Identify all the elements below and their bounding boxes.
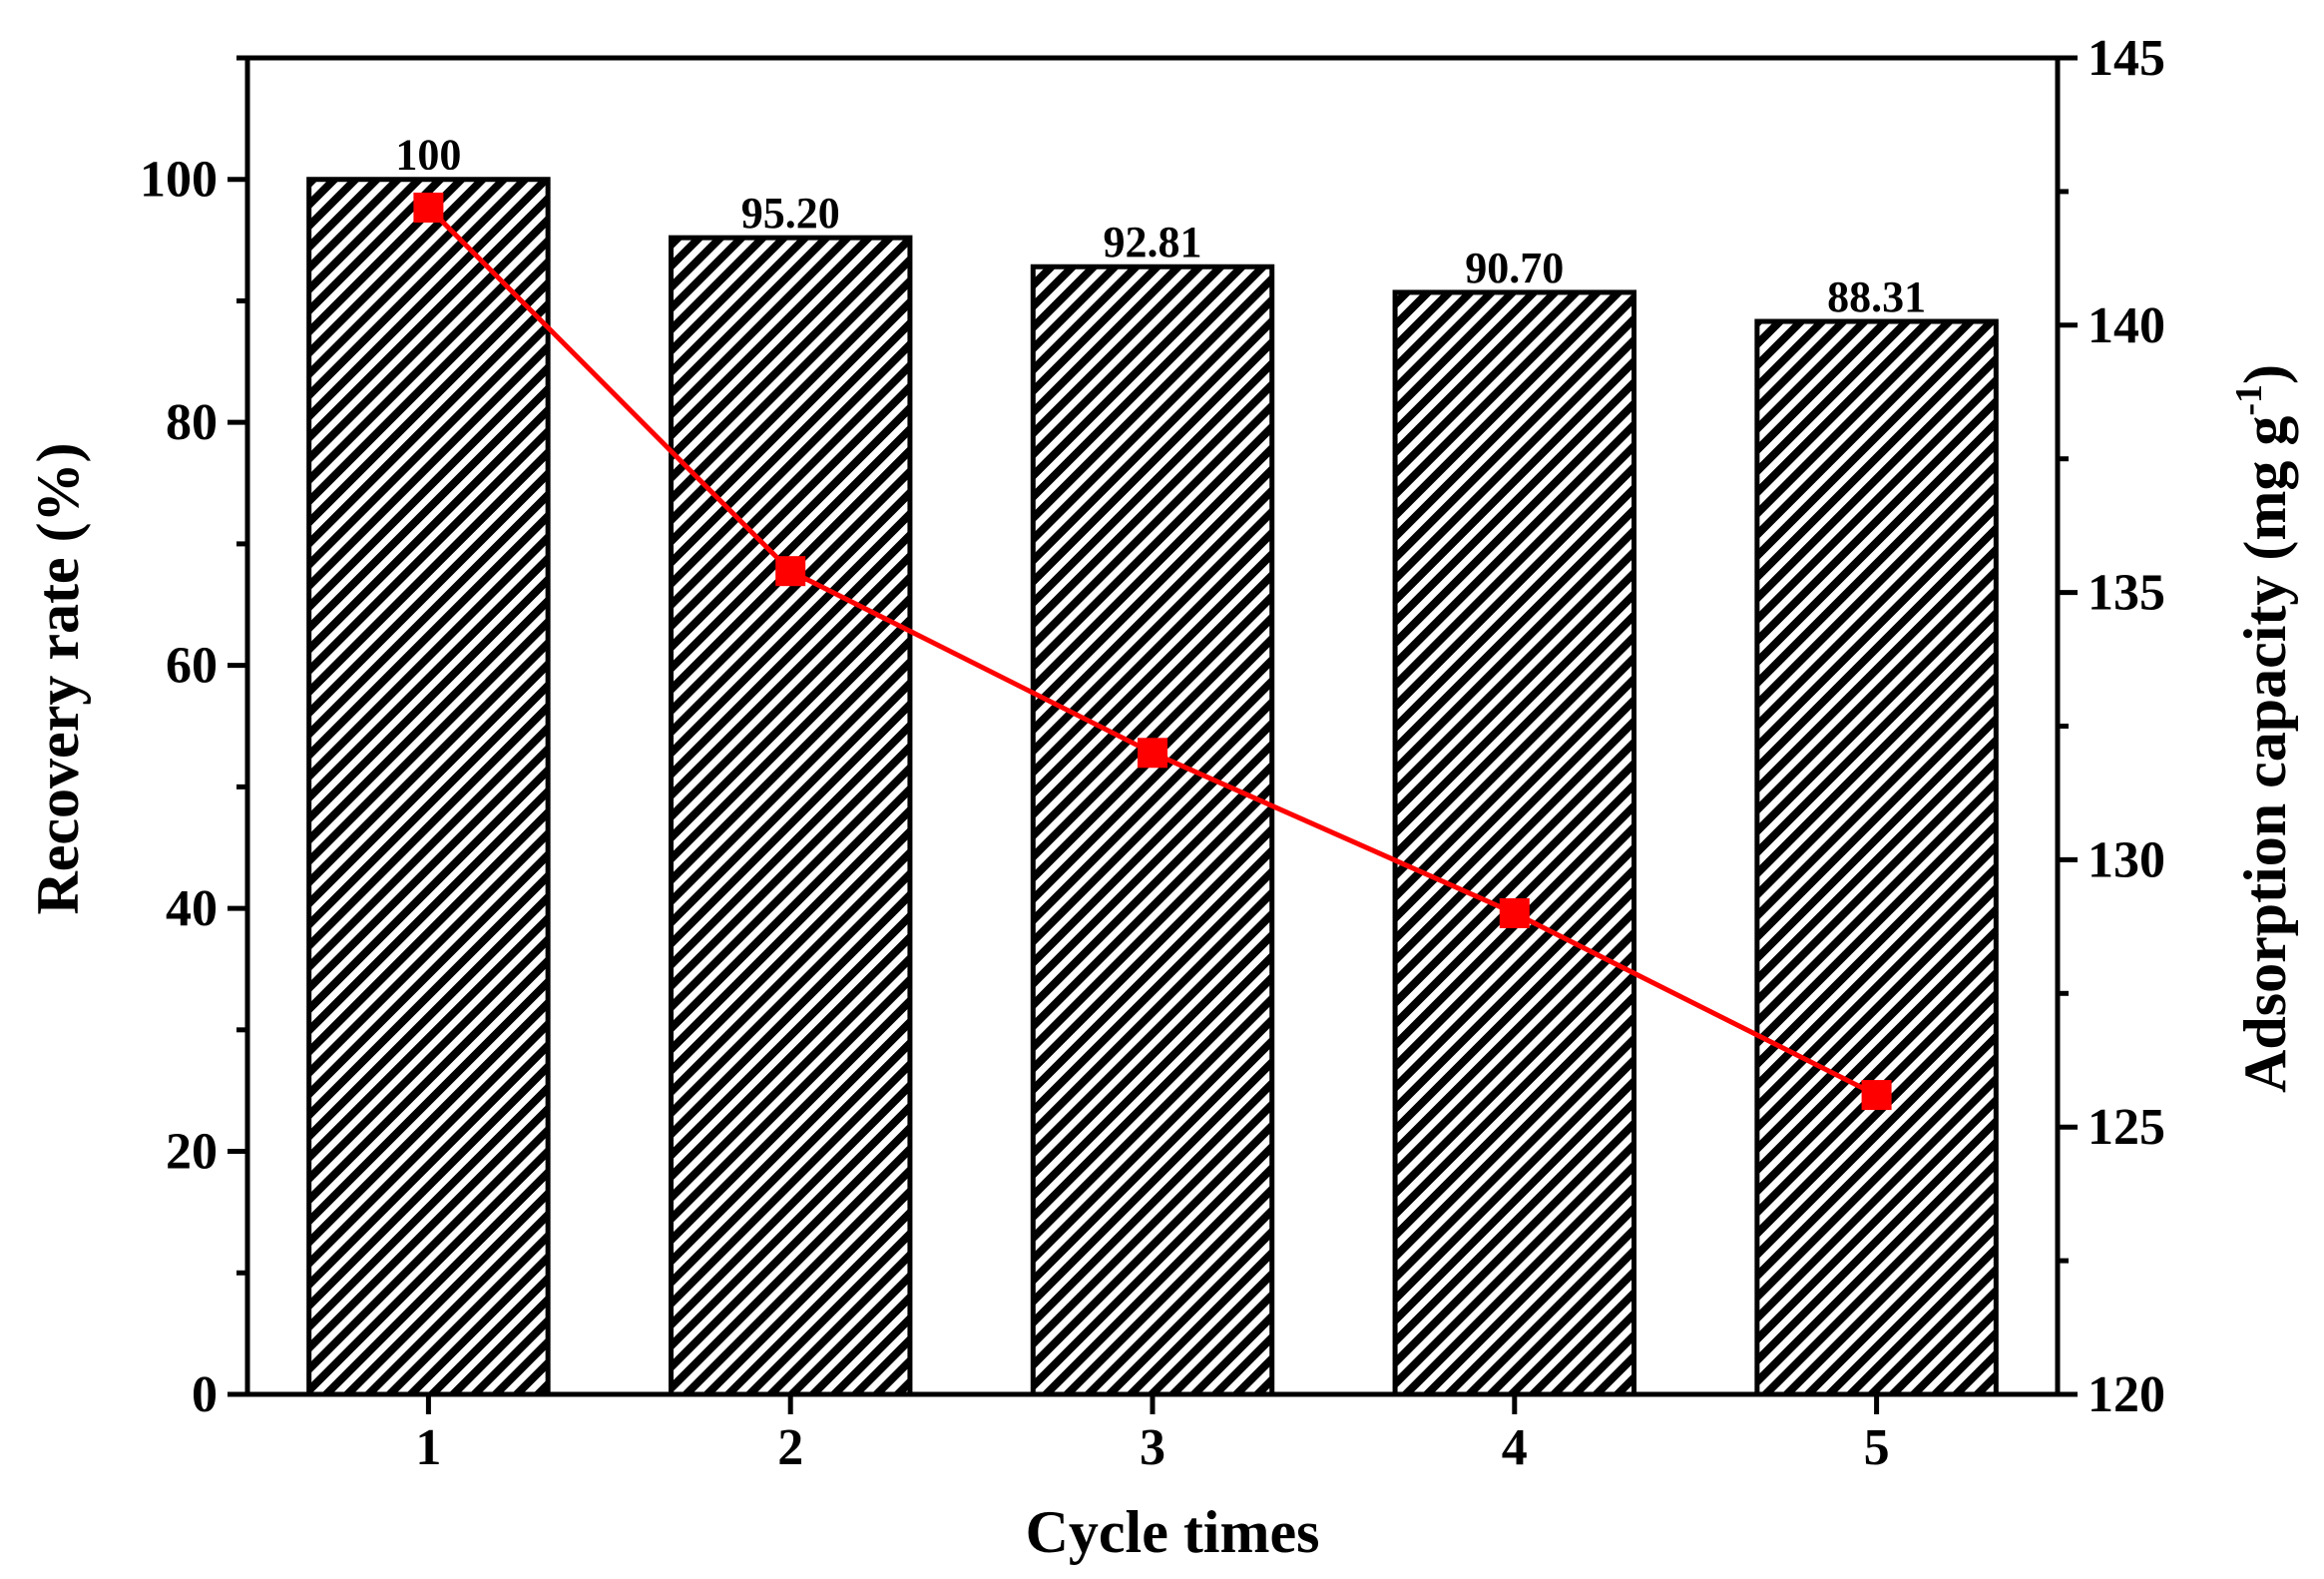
x-tick-label: 1: [415, 1419, 441, 1476]
bars-layer: [306, 177, 1999, 1397]
adsorption-capacity-point: [413, 192, 444, 223]
bar-value-label: 88.31: [1827, 272, 1926, 321]
adsorption-capacity-point: [1499, 897, 1530, 928]
y2-axis-title-suffix: ): [2232, 364, 2298, 384]
line-layer: [413, 192, 1892, 1111]
adsorption-capacity-point: [1861, 1080, 1892, 1111]
x-tick-label: 3: [1140, 1419, 1165, 1476]
y-axis-title: Recovery rate (%): [25, 442, 91, 914]
y2-axis-title-main: Adsorption capacity (mg g: [2232, 416, 2298, 1093]
bar-value-label: 95.20: [741, 189, 840, 238]
axes-layer: [228, 55, 2078, 1414]
y2-tick-label: 125: [2088, 1099, 2165, 1156]
bar-cycle-4: [1392, 289, 1637, 1397]
y-tick-label: 100: [140, 152, 218, 209]
y-tick-label: 0: [192, 1366, 218, 1423]
bar-value-label: 90.70: [1465, 244, 1564, 292]
adsorption-capacity-point: [775, 556, 806, 587]
bar-cycle-5: [1754, 318, 1999, 1397]
y2-tick-label: 130: [2088, 831, 2165, 888]
y-tick-label: 40: [166, 880, 218, 937]
bar-value-label: 100: [395, 131, 461, 180]
labels-layer: 10095.2092.8190.7088.3102040608010012012…: [140, 30, 2165, 1476]
y2-axis-title-superscript: -1: [2228, 384, 2270, 416]
bar-cycle-3: [1030, 263, 1275, 1397]
y-tick-label: 60: [166, 638, 218, 695]
y2-tick-label: 135: [2088, 565, 2165, 622]
y-tick-label: 80: [166, 394, 218, 451]
y2-axis-title: Adsorption capacity (mg g-1): [2228, 364, 2298, 1093]
y2-tick-label: 140: [2088, 297, 2165, 354]
bar-cycle-1: [306, 177, 551, 1397]
y-tick-label: 20: [166, 1124, 218, 1181]
adsorption-capacity-point: [1138, 738, 1167, 769]
y2-tick-label: 120: [2088, 1366, 2165, 1423]
x-tick-label: 5: [1864, 1419, 1890, 1476]
x-tick-label: 2: [777, 1419, 803, 1476]
bar-cycle-2: [668, 235, 913, 1397]
bar-value-label: 92.81: [1104, 218, 1202, 266]
x-tick-label: 4: [1502, 1419, 1528, 1476]
y2-tick-label: 145: [2088, 30, 2165, 87]
x-axis-title: Cycle times: [1026, 1499, 1320, 1565]
